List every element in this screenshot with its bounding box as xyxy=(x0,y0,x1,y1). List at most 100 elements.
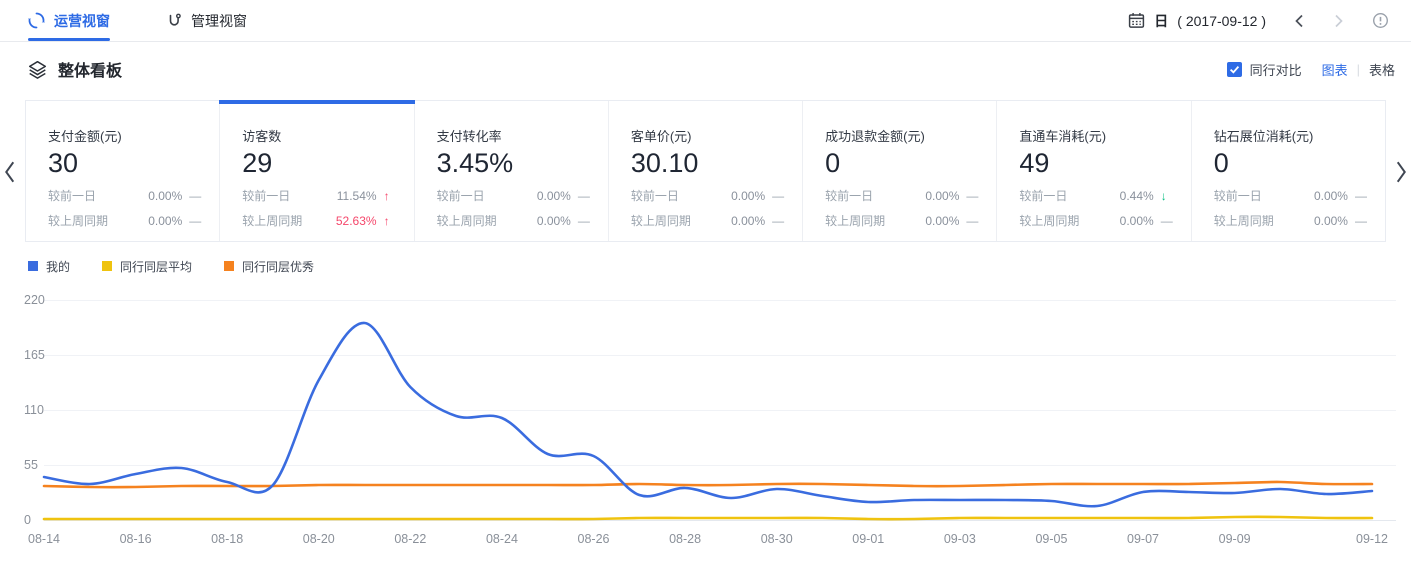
legend-item-1[interactable]: 同行同层平均 xyxy=(102,258,192,275)
checkmark-icon xyxy=(1229,65,1239,74)
legend-label: 我的 xyxy=(46,259,71,274)
compare-value: 0.00% xyxy=(1313,188,1348,203)
y-axis-label: 0 xyxy=(24,513,31,527)
x-axis-label: 08-30 xyxy=(761,532,793,546)
compare-label: 较上周同期 xyxy=(48,214,109,228)
metric-value: 0 xyxy=(825,148,841,178)
metric-value: 30 xyxy=(48,148,79,178)
tab-operations-label: 运营视窗 xyxy=(54,12,110,29)
metric-title: 直通车消耗(元) xyxy=(1019,129,1107,144)
compare-label: 较上周同期 xyxy=(436,214,497,228)
metric-title: 钻石展位消耗(元) xyxy=(1213,129,1314,144)
previous-day-button[interactable] xyxy=(1292,13,1306,29)
metric-compare-row: 较上周同期 52.63% ↑ xyxy=(242,212,395,229)
compare-label: 较前一日 xyxy=(630,189,679,203)
compare-label: 较前一日 xyxy=(1213,189,1262,203)
x-axis-label: 09-12 xyxy=(1356,532,1388,546)
metric-compare-row: 较上周同期 0.00% — xyxy=(48,212,201,229)
compare-value: 0.44% xyxy=(1119,188,1154,203)
compare-label: 较前一日 xyxy=(825,189,874,203)
tab-operations-view[interactable]: 运营视窗 xyxy=(28,0,110,41)
metric-compare-row: 较上周同期 0.00% — xyxy=(1214,212,1367,229)
x-axis-label: 09-09 xyxy=(1219,532,1251,546)
x-axis-label: 09-01 xyxy=(852,532,884,546)
metric-compare-row: 较前一日 0.00% — xyxy=(437,187,590,204)
legend-swatch xyxy=(224,261,235,271)
trend-flat-icon: — xyxy=(966,188,979,203)
compare-value: 0.00% xyxy=(148,213,183,228)
metric-card-6[interactable]: 钻石展位消耗(元) 0 较前一日 0.00% — 较上周同期 0.00% — xyxy=(1192,101,1385,241)
trend-chart: 0 55 110 165 220 08-14 08-16 08-18 08-20 08-22 08-… xyxy=(24,293,1396,546)
compare-value: 0.00% xyxy=(536,213,571,228)
peer-compare-checkbox[interactable] xyxy=(1226,61,1242,77)
metric-value: 29 xyxy=(242,148,273,178)
metric-compare-row: 较上周同期 0.00% — xyxy=(1019,212,1172,229)
cards-scroll-left-button[interactable] xyxy=(3,160,16,184)
page-title: 整体看板 xyxy=(58,63,123,80)
calendar-icon xyxy=(1128,12,1145,29)
compare-value: 0.00% xyxy=(536,188,571,203)
series-line-2 xyxy=(42,480,1374,489)
compare-label: 较前一日 xyxy=(242,189,291,203)
metric-card-1[interactable]: 访客数 29 较前一日 11.54% ↑ 较上周同期 52.63% ↑ xyxy=(219,100,415,241)
compare-value: 52.63% xyxy=(335,213,377,228)
trend-flat-icon: — xyxy=(772,188,785,203)
x-axis-label: 08-24 xyxy=(486,532,518,546)
compare-value: 0.00% xyxy=(148,188,183,203)
metric-value: 30.10 xyxy=(630,148,699,178)
view-chart-link[interactable]: 图表 xyxy=(1321,62,1348,78)
legend-item-0[interactable]: 我的 xyxy=(28,258,70,275)
tab-management-view[interactable]: 管理视窗 xyxy=(166,0,247,41)
x-axis-label: 09-07 xyxy=(1127,532,1159,546)
info-icon[interactable] xyxy=(1372,12,1389,29)
series-line-1 xyxy=(42,515,1374,521)
chart-legend: 我的 同行同层平均 同行同层优秀 xyxy=(0,242,1411,282)
y-axis-label: 165 xyxy=(24,348,45,362)
metric-card-2[interactable]: 支付转化率 3.45% 较前一日 0.00% — 较上周同期 0.00% — xyxy=(415,101,609,241)
compare-value: 0.00% xyxy=(925,188,960,203)
next-day-button[interactable] xyxy=(1332,13,1346,29)
compare-value: 0.00% xyxy=(1119,213,1154,228)
metric-compare-row: 较上周同期 0.00% — xyxy=(825,212,978,229)
legend-item-2[interactable]: 同行同层优秀 xyxy=(224,258,314,275)
metric-card-4[interactable]: 成功退款金额(元) 0 较前一日 0.00% — 较上周同期 0.00% — xyxy=(803,101,998,241)
trend-down-icon: ↓ xyxy=(1160,188,1167,203)
compare-value: 0.00% xyxy=(925,213,960,228)
legend-label: 同行同层平均 xyxy=(120,259,193,274)
metric-title: 支付金额(元) xyxy=(48,129,122,144)
trend-flat-icon: — xyxy=(1160,213,1173,228)
trend-chart-container: 0 55 110 165 220 08-14 08-16 08-18 08-20 08-22 08-… xyxy=(0,282,1411,565)
top-nav: 运营视窗 管理视窗 xyxy=(0,0,1411,42)
x-axis-label: 09-03 xyxy=(944,532,976,546)
date-picker[interactable]: 日 ( 2017-09-12 ) xyxy=(1128,11,1266,31)
trend-flat-icon: — xyxy=(1354,188,1367,203)
trend-flat-icon: — xyxy=(772,213,785,228)
peer-compare-label: 同行对比 xyxy=(1249,62,1302,78)
metric-card-0[interactable]: 支付金额(元) 30 较前一日 0.00% — 较上周同期 0.00% — xyxy=(26,101,221,241)
date-value-label: ( 2017-09-12 ) xyxy=(1177,12,1266,29)
metric-card-5[interactable]: 直通车消耗(元) 49 较前一日 0.44% ↓ 较上周同期 0.00% — xyxy=(997,101,1192,241)
metric-compare-row: 较前一日 0.00% — xyxy=(48,187,201,204)
compare-value: 11.54% xyxy=(336,188,377,203)
trend-flat-icon: — xyxy=(189,213,202,228)
date-mode-label: 日 xyxy=(1154,12,1169,29)
metric-cards-carousel: 支付金额(元) 30 较前一日 0.00% — 较上周同期 0.00% — 访客数 29 较前一日 1… xyxy=(0,96,1411,242)
x-axis-label: 08-14 xyxy=(28,532,60,546)
metric-value: 49 xyxy=(1019,148,1050,178)
trend-flat-icon: — xyxy=(1354,213,1367,228)
compare-label: 较上周同期 xyxy=(242,214,303,228)
metric-compare-row: 较前一日 0.00% — xyxy=(825,187,978,204)
trend-flat-icon: — xyxy=(577,188,590,203)
metric-card-3[interactable]: 客单价(元) 30.10 较前一日 0.00% — 较上周同期 0.00% — xyxy=(609,101,804,241)
x-axis-label: 08-28 xyxy=(669,532,701,546)
cards-scroll-right-button[interactable] xyxy=(1395,160,1408,184)
compare-label: 较上周同期 xyxy=(1019,214,1080,228)
tab-management-label: 管理视窗 xyxy=(191,12,247,29)
metric-title: 成功退款金额(元) xyxy=(825,129,925,144)
compare-label: 较上周同期 xyxy=(825,214,886,228)
compare-label: 较上周同期 xyxy=(1213,214,1274,228)
nav-right-controls: 日 ( 2017-09-12 ) xyxy=(1128,0,1389,41)
view-table-link[interactable]: 表格 xyxy=(1368,62,1395,78)
trend-flat-icon: — xyxy=(577,213,590,228)
compare-label: 较前一日 xyxy=(436,189,485,203)
